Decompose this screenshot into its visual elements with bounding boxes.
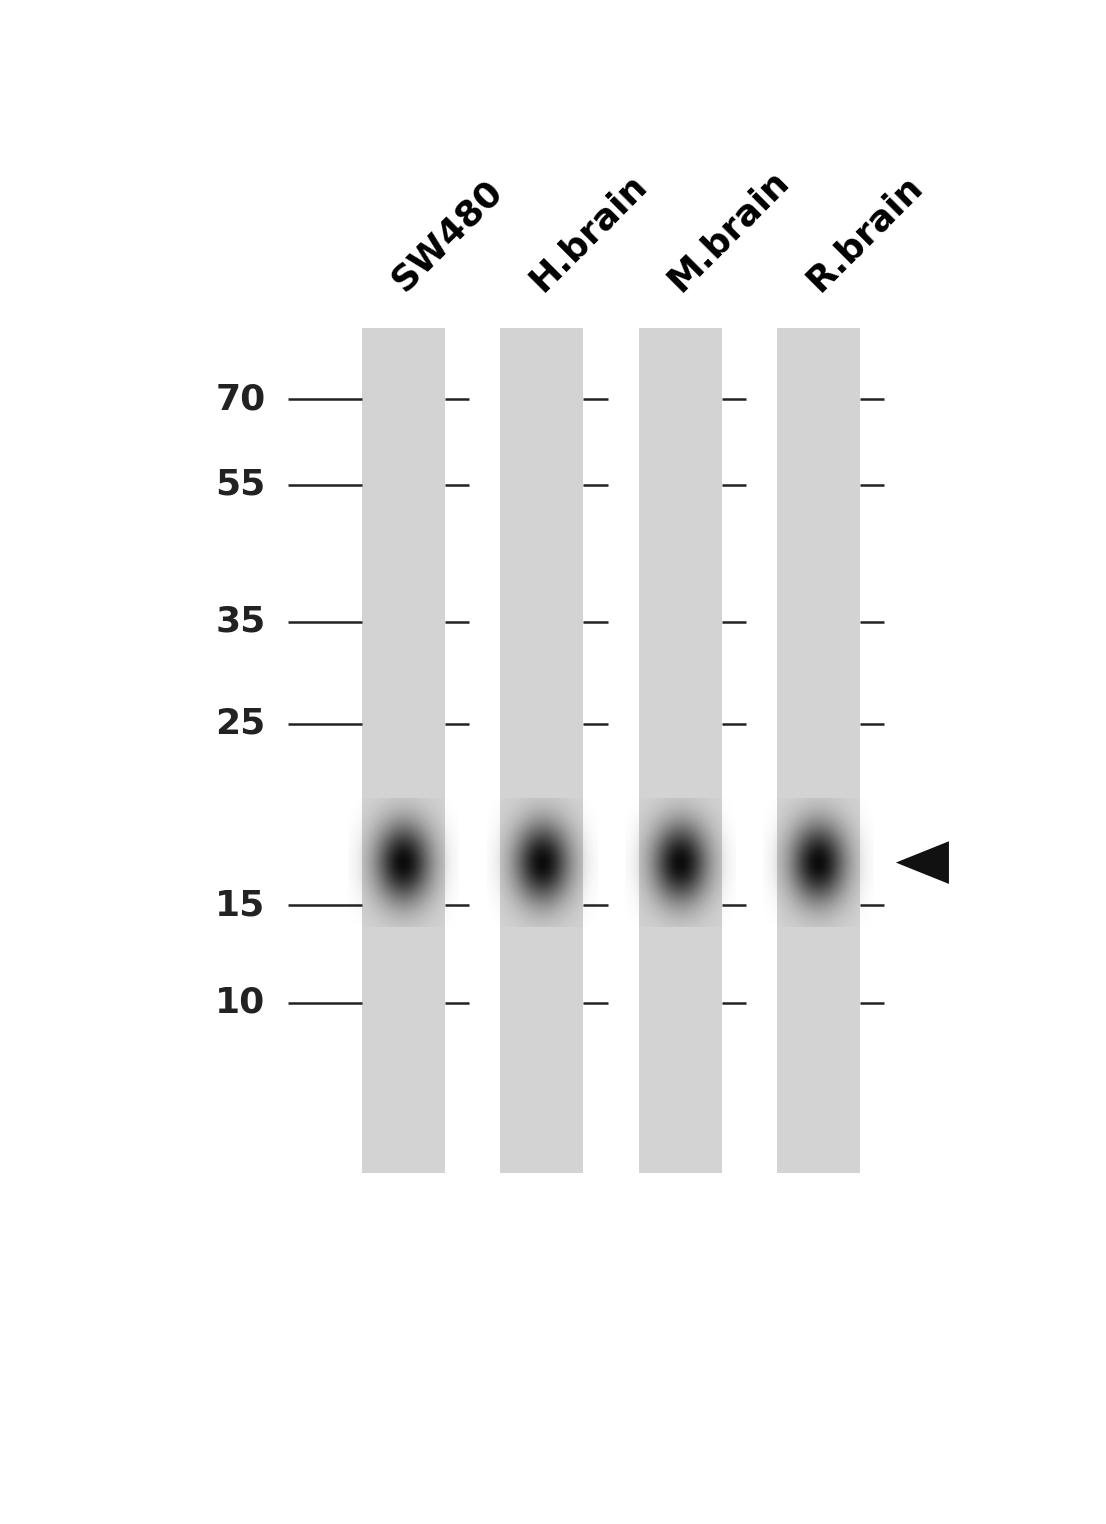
Text: 70: 70	[216, 383, 265, 416]
Text: 35: 35	[216, 605, 265, 639]
Bar	[500, 328, 584, 1173]
Text: 15: 15	[216, 888, 265, 922]
Bar	[363, 328, 446, 1173]
Bar	[639, 328, 721, 1173]
Text: 10: 10	[216, 986, 265, 1020]
Bar	[776, 328, 860, 1173]
Text: M.brain: M.brain	[661, 163, 796, 297]
Text: 25: 25	[216, 707, 265, 741]
Text: H.brain: H.brain	[523, 168, 654, 297]
Text: SW480: SW480	[385, 174, 509, 297]
Polygon shape	[896, 841, 949, 884]
Text: R.brain: R.brain	[800, 168, 929, 297]
Text: 55: 55	[216, 468, 265, 501]
